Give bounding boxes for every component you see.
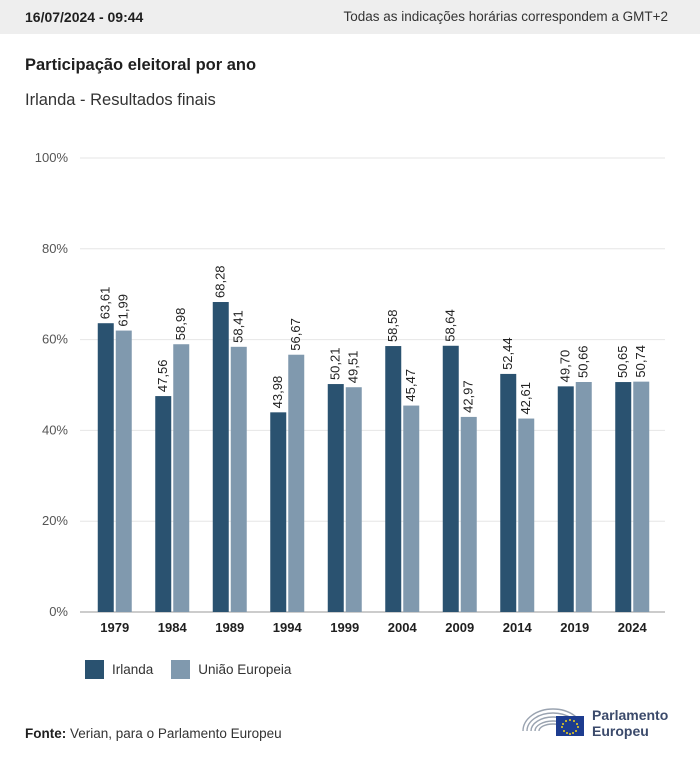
source-label: Fonte:	[25, 726, 67, 741]
logo-line-2: Europeu	[592, 723, 649, 739]
data-label: 49,51	[346, 351, 361, 384]
x-tick-label: 2004	[388, 620, 418, 635]
data-label: 42,97	[461, 380, 476, 413]
data-label: 52,44	[500, 337, 515, 370]
bar	[115, 330, 132, 612]
bar	[97, 323, 114, 612]
bar	[442, 345, 459, 612]
data-label: 42,61	[518, 382, 533, 415]
x-tick-label: 1994	[273, 620, 303, 635]
source-note: Fonte: Verian, para o Parlamento Europeu	[25, 726, 282, 741]
top-bar: 16/07/2024 - 09:44 Todas as indicações h…	[0, 0, 700, 34]
bar	[212, 302, 229, 612]
x-tick-label: 2009	[445, 620, 474, 635]
data-label: 58,64	[443, 309, 458, 342]
legend-swatch-ue	[171, 660, 191, 679]
bar	[155, 396, 172, 612]
legend-label-irlanda: Irlanda	[112, 662, 154, 677]
x-tick-label: 1984	[158, 620, 188, 635]
data-label: 49,70	[558, 350, 573, 383]
y-tick-label: 40%	[42, 422, 68, 437]
bar	[575, 382, 592, 612]
data-label: 50,65	[615, 346, 630, 379]
source-text: Verian, para o Parlamento Europeu	[70, 726, 282, 741]
timezone-note: Todas as indicações horárias corresponde…	[343, 9, 668, 24]
bar	[615, 382, 632, 612]
y-tick-label: 20%	[42, 513, 68, 528]
x-tick-label: 1979	[100, 620, 129, 635]
data-label: 58,41	[231, 310, 246, 343]
data-label: 50,74	[633, 345, 648, 378]
data-label: 61,99	[116, 294, 131, 327]
bar	[403, 405, 420, 612]
bar	[633, 381, 650, 612]
data-label: 56,67	[288, 318, 303, 351]
data-label: 47,56	[155, 360, 170, 393]
x-tick-label: 2024	[618, 620, 648, 635]
bar	[173, 344, 190, 612]
x-tick-label: 1989	[215, 620, 244, 635]
data-label: 50,21	[328, 347, 343, 380]
legend-label-ue: União Europeia	[198, 662, 292, 677]
turnout-bar-chart: 0% 20% 40% 60% 80% 100% 63,61 61,99 1979 47,56 58,…	[35, 150, 665, 635]
bar	[385, 346, 402, 612]
data-label: 58,98	[173, 308, 188, 341]
bar	[288, 354, 305, 612]
bar	[230, 346, 247, 612]
x-tick-label: 2014	[503, 620, 533, 635]
y-tick-label: 60%	[42, 332, 68, 347]
data-label: 43,98	[270, 376, 285, 409]
data-label: 58,58	[385, 309, 400, 342]
data-label: 68,28	[213, 265, 228, 298]
legend-item-irlanda: Irlanda	[85, 660, 153, 679]
bar	[500, 373, 517, 612]
bar	[557, 386, 574, 612]
y-tick-label: 100%	[35, 150, 69, 165]
data-label: 50,66	[576, 345, 591, 378]
logo-line-1: Parlamento	[592, 707, 669, 723]
data-label: 63,61	[98, 287, 113, 320]
data-label: 45,47	[403, 369, 418, 402]
timestamp: 16/07/2024 - 09:44	[25, 9, 144, 25]
chart-title: Participação eleitoral por ano	[25, 56, 257, 74]
legend-swatch-irlanda	[85, 660, 104, 679]
bar	[345, 387, 362, 612]
y-tick-label: 80%	[42, 241, 68, 256]
x-tick-label: 2019	[560, 620, 589, 635]
y-tick-label: 0%	[49, 604, 68, 619]
european-parliament-logo: Parlamento Europeu	[520, 701, 690, 741]
parliament-emblem-icon	[522, 708, 584, 736]
chart-subtitle: Irlanda - Resultados finais	[25, 91, 216, 109]
bar	[518, 418, 535, 612]
bar	[270, 412, 287, 612]
x-tick-label: 1999	[330, 620, 359, 635]
bar	[460, 416, 477, 612]
bar	[327, 384, 344, 612]
chart-legend: Irlanda União Europeia	[85, 660, 309, 679]
legend-item-ue: União Europeia	[171, 660, 291, 679]
